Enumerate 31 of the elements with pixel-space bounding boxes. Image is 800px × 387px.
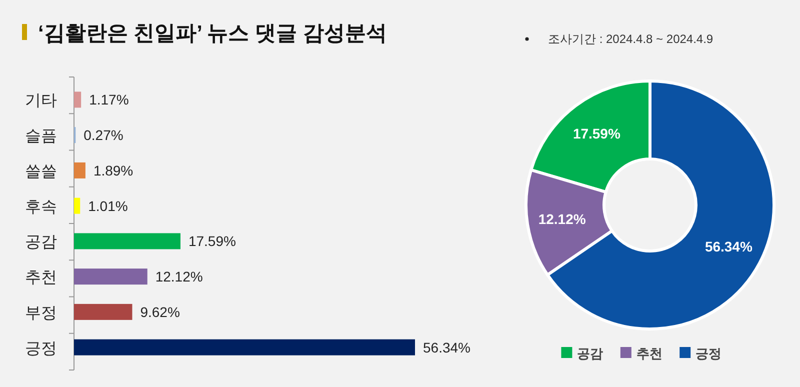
data-label: 56.34% <box>704 238 753 255</box>
data-label: 1.17% <box>89 92 129 108</box>
bar <box>74 198 80 214</box>
bar <box>74 92 82 108</box>
y-tick-label: 공감 <box>25 234 57 252</box>
bar <box>74 304 132 320</box>
data-label: 12.12% <box>155 268 203 285</box>
data-label: 56.34% <box>423 339 470 356</box>
bar <box>74 233 180 250</box>
data-label: 12.12% <box>538 210 586 227</box>
y-tick-label: 긍정 <box>25 340 57 358</box>
chart-title: ‘김활란은 친일파’ 뉴스 댓글 감성분석 <box>38 22 387 45</box>
bar <box>74 268 148 285</box>
y-tick-label: 부정 <box>25 304 57 322</box>
data-label: 0.27% <box>84 127 124 144</box>
y-tick-label: 쓸쓸 <box>25 163 57 180</box>
legend-label: 공감 <box>577 346 604 361</box>
y-tick-label: 기타 <box>25 92 57 110</box>
data-label: 1.01% <box>88 198 128 214</box>
text: 조사기간 : 2024.4.8 ~ 2024.4.9 <box>548 32 714 46</box>
bar <box>74 162 86 178</box>
data-label: 9.62% <box>140 304 180 320</box>
y-tick-label: 후속 <box>25 198 57 216</box>
bar <box>74 339 415 356</box>
data-label: 17.59% <box>572 126 621 142</box>
legend-label: 추천 <box>636 346 662 361</box>
legend-label: 긍정 <box>696 346 722 361</box>
y-tick-label: 슬픔 <box>25 128 57 146</box>
y-tick-label: 추천 <box>25 270 57 287</box>
data-label: 17.59% <box>188 233 236 250</box>
data-label: 1.89% <box>93 162 134 178</box>
